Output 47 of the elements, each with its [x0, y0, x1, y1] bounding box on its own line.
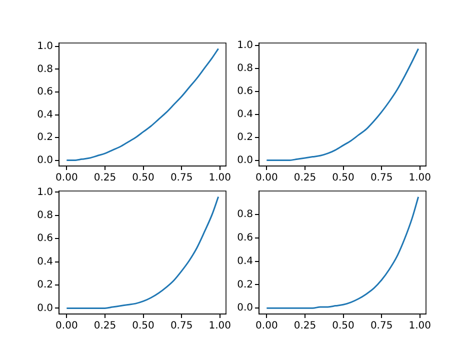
y-tick-label: 0.0 [237, 154, 253, 166]
x-tick-label: 0.50 [332, 172, 354, 184]
y-tick-label: 0.2 [237, 279, 253, 290]
x-tick-label: 0.25 [94, 320, 116, 332]
y-tick-label: 0.4 [237, 108, 253, 120]
y-tick-label: 0.8 [37, 64, 53, 75]
x-tick-label: 0.50 [132, 172, 154, 184]
x-tick-label: 0.75 [370, 320, 393, 332]
x-tick-label: 1.00 [208, 172, 232, 184]
y-tick-label: 0.0 [37, 302, 53, 314]
y-tick-label: 0.8 [237, 209, 253, 220]
line-series [266, 48, 420, 162]
y-tick-label: 0.0 [237, 302, 253, 314]
y-tick-label: 0.8 [237, 62, 253, 74]
x-tick-label: 0.50 [132, 320, 154, 332]
y-tick-label: 0.4 [237, 256, 253, 267]
y-tick-label: 1.0 [237, 40, 253, 51]
x-tick-label: 0.75 [170, 172, 193, 184]
x-tick-label: 0.25 [294, 320, 316, 332]
x-tick-label: 0.25 [294, 172, 316, 184]
x-tick-label: 0.50 [332, 320, 354, 332]
y-tick-label: 0.2 [237, 132, 253, 143]
x-tick-label: 0.00 [256, 172, 278, 184]
y-tick-label: 0.2 [37, 280, 53, 291]
x-tick-label: 1.00 [408, 320, 432, 332]
x-tick-label: 0.75 [170, 320, 193, 332]
x-tick-label: 0.00 [256, 320, 278, 332]
y-tick-label: 0.6 [237, 86, 253, 97]
y-tick-label: 0.6 [37, 86, 53, 98]
x-tick-label: 0.00 [56, 172, 78, 184]
line-series [66, 48, 220, 162]
line-series [266, 196, 420, 309]
y-tick-label: 0.4 [37, 109, 53, 120]
y-tick-label: 1.0 [37, 41, 53, 52]
y-tick-label: 0.8 [37, 210, 53, 221]
y-tick-label: 0.6 [237, 232, 253, 244]
x-tick-label: 0.00 [56, 320, 78, 332]
x-tick-label: 1.00 [208, 320, 232, 332]
x-tick-label: 1.00 [408, 172, 432, 184]
y-tick-label: 1.0 [37, 186, 53, 198]
line-series [66, 196, 220, 309]
y-tick-label: 0.2 [37, 132, 53, 144]
x-tick-label: 0.75 [370, 172, 393, 184]
y-tick-label: 0.4 [37, 256, 53, 268]
y-tick-label: 0.0 [37, 154, 53, 166]
y-tick-label: 0.6 [37, 233, 53, 244]
x-tick-label: 0.25 [94, 172, 116, 184]
